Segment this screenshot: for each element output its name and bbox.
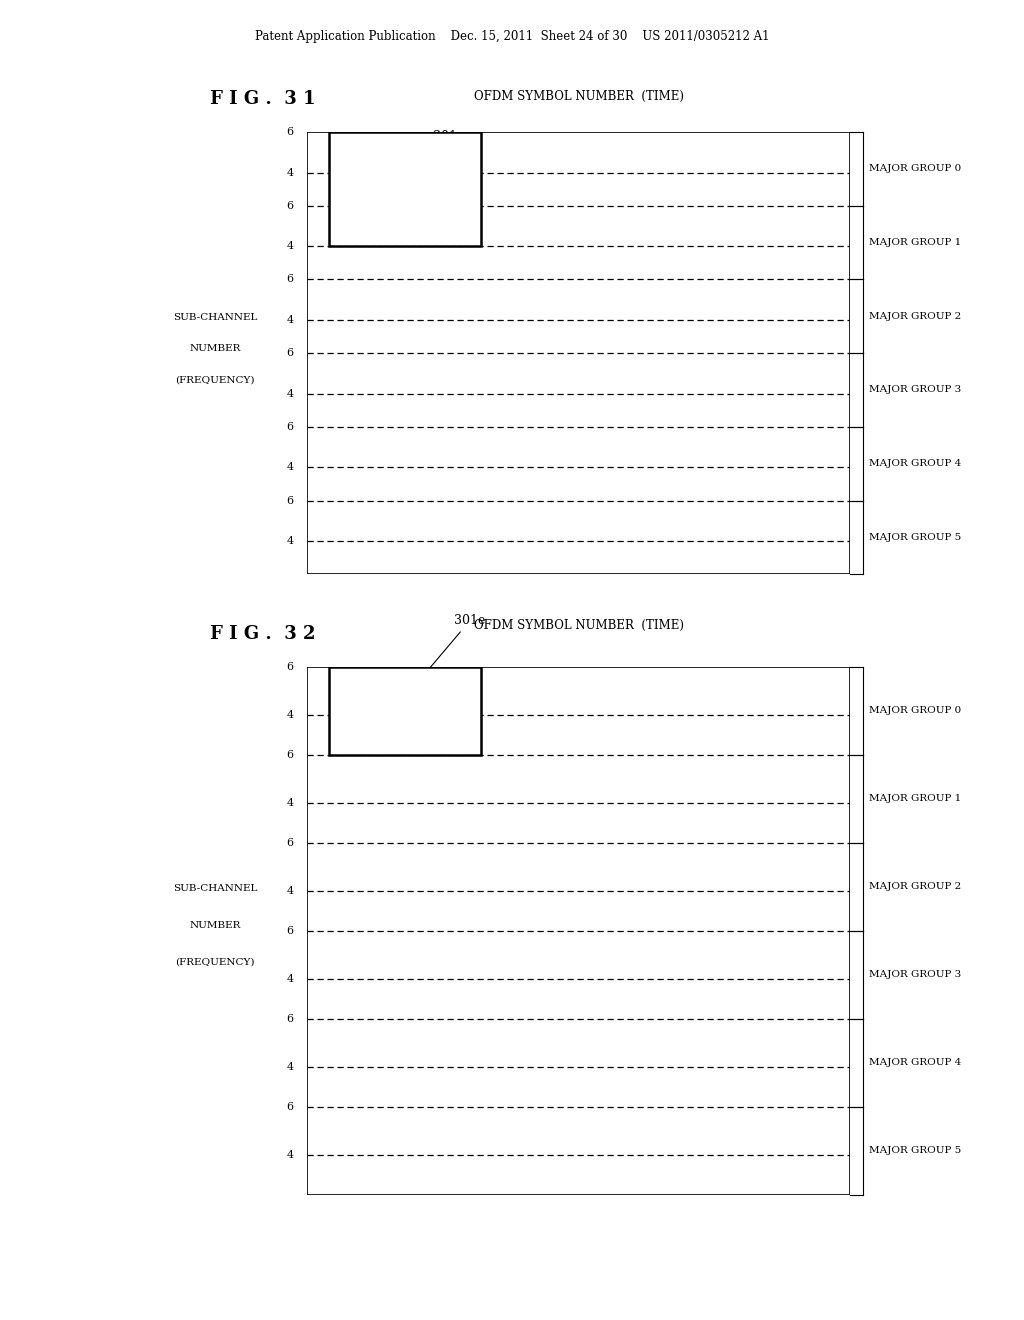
Text: 4: 4 (287, 315, 294, 325)
Text: 6: 6 (287, 201, 294, 211)
Text: SUB-CHANNEL: SUB-CHANNEL (173, 884, 257, 892)
Text: 6: 6 (287, 127, 294, 137)
Text: 4: 4 (287, 168, 294, 177)
Text: 4: 4 (287, 462, 294, 473)
Text: 4: 4 (287, 710, 294, 719)
Text: 4: 4 (287, 799, 294, 808)
Text: F I G .  3 2: F I G . 3 2 (210, 624, 315, 643)
Text: NUMBER: NUMBER (189, 921, 241, 929)
Text: 4: 4 (287, 886, 294, 896)
Text: MAJOR GROUP 4: MAJOR GROUP 4 (869, 459, 962, 469)
Text: 4: 4 (287, 974, 294, 983)
Text: MAJOR GROUP 1: MAJOR GROUP 1 (869, 238, 962, 247)
Text: 6: 6 (287, 838, 294, 847)
Text: OFDM SYMBOL NUMBER  (TIME): OFDM SYMBOL NUMBER (TIME) (473, 619, 684, 632)
Text: 6: 6 (287, 422, 294, 432)
Text: 4: 4 (287, 1150, 294, 1160)
Text: 4: 4 (287, 536, 294, 546)
Text: 4: 4 (287, 242, 294, 251)
Text: OFDM SYMBOL NUMBER  (TIME): OFDM SYMBOL NUMBER (TIME) (473, 90, 684, 103)
Text: 6: 6 (287, 661, 294, 672)
Text: MAJOR GROUP 3: MAJOR GROUP 3 (869, 385, 962, 395)
Text: 4: 4 (287, 388, 294, 399)
Text: F I G .  3 1: F I G . 3 1 (210, 90, 315, 108)
Text: 301e: 301e (399, 131, 464, 182)
Bar (329, 667, 481, 755)
Text: 6: 6 (287, 275, 294, 284)
Text: MAJOR GROUP 1: MAJOR GROUP 1 (869, 795, 962, 803)
Text: MAJOR GROUP 2: MAJOR GROUP 2 (869, 882, 962, 891)
Text: MAJOR GROUP 4: MAJOR GROUP 4 (869, 1059, 962, 1067)
Text: NUMBER: NUMBER (189, 345, 241, 354)
Text: MAJOR GROUP 5: MAJOR GROUP 5 (869, 533, 962, 541)
Text: 6: 6 (287, 750, 294, 759)
Text: 6: 6 (287, 925, 294, 936)
Text: MAJOR GROUP 0: MAJOR GROUP 0 (869, 706, 962, 715)
Text: (FREQUENCY): (FREQUENCY) (175, 375, 255, 384)
Text: MAJOR GROUP 5: MAJOR GROUP 5 (869, 1146, 962, 1155)
Text: MAJOR GROUP 2: MAJOR GROUP 2 (869, 312, 962, 321)
Text: SUB-CHANNEL: SUB-CHANNEL (173, 313, 257, 322)
Text: (FREQUENCY): (FREQUENCY) (175, 958, 255, 966)
Text: MAJOR GROUP 0: MAJOR GROUP 0 (869, 165, 962, 173)
Bar (329, 132, 481, 247)
Text: 6: 6 (287, 1102, 294, 1111)
Text: 301e: 301e (407, 614, 485, 696)
Text: 4: 4 (287, 1063, 294, 1072)
Text: Patent Application Publication    Dec. 15, 2011  Sheet 24 of 30    US 2011/03052: Patent Application Publication Dec. 15, … (255, 30, 769, 44)
Text: MAJOR GROUP 3: MAJOR GROUP 3 (869, 970, 962, 979)
Text: 6: 6 (287, 1014, 294, 1023)
Text: 6: 6 (287, 348, 294, 358)
Text: 6: 6 (287, 495, 294, 506)
